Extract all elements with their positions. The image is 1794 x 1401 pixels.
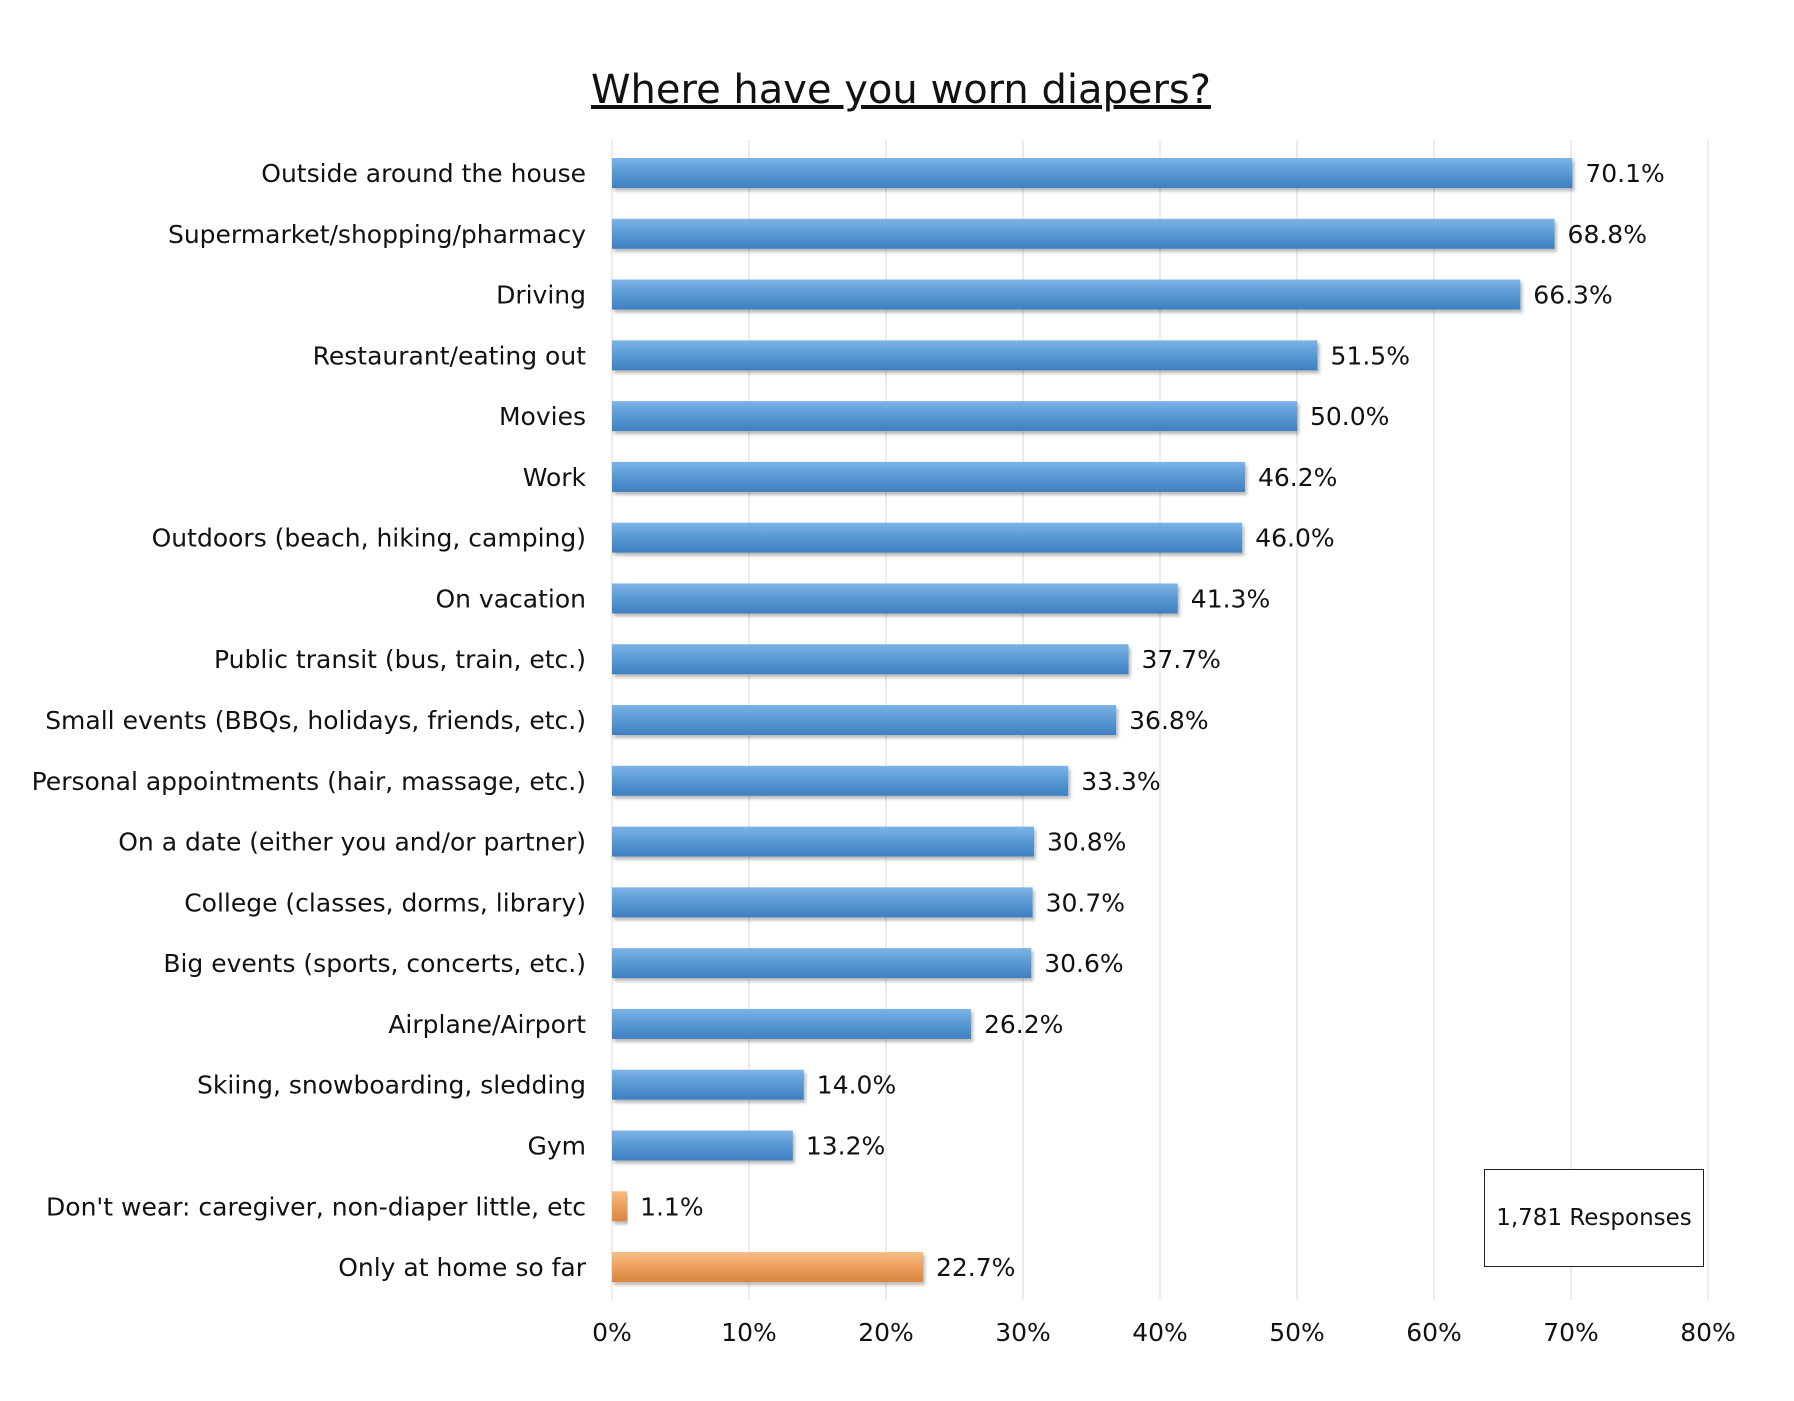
category-label: Movies	[499, 402, 586, 431]
value-label: 26.2%	[984, 1010, 1063, 1039]
x-tick-label: 10%	[721, 1318, 777, 1347]
bar	[612, 826, 1034, 857]
bar	[612, 1191, 628, 1222]
category-label: Airplane/Airport	[388, 1010, 586, 1039]
x-tick-label: 80%	[1680, 1318, 1736, 1347]
category-label: Work	[523, 463, 587, 492]
x-tick-label: 30%	[995, 1318, 1051, 1347]
value-label: 37.7%	[1141, 645, 1220, 674]
value-label: 14.0%	[817, 1071, 896, 1100]
bar	[612, 279, 1521, 310]
value-labels: 70.1% 68.8% 66.3% 51.5% 50.0% 46.2% 46.0% 41.3%…	[640, 159, 1665, 1282]
x-tick-label: 40%	[1132, 1318, 1188, 1347]
category-label: Don't wear: caregiver, non-diaper little…	[46, 1192, 586, 1221]
x-tick-label: 50%	[1269, 1318, 1325, 1347]
category-label: Supermarket/shopping/pharmacy	[168, 220, 586, 249]
bar	[612, 158, 1573, 188]
category-labels: Outside around the house Supermarket/shop…	[32, 159, 587, 1282]
bar	[612, 765, 1069, 796]
x-tick-label: 20%	[858, 1318, 914, 1347]
category-label: College (classes, dorms, library)	[184, 888, 586, 917]
bar	[612, 887, 1033, 918]
value-label: 66.3%	[1533, 281, 1612, 310]
x-tick-label: 0%	[592, 1318, 632, 1347]
category-label: Public transit (bus, train, etc.)	[214, 645, 586, 674]
value-label: 51.5%	[1331, 341, 1410, 370]
value-label: 13.2%	[806, 1131, 885, 1160]
category-label: On vacation	[435, 584, 586, 613]
category-label: Outside around the house	[261, 159, 586, 188]
x-tick-label: 60%	[1406, 1318, 1462, 1347]
category-label: Restaurant/eating out	[313, 341, 587, 370]
bar	[612, 644, 1129, 675]
bar	[612, 1008, 971, 1039]
value-label: 46.0%	[1255, 524, 1334, 553]
category-label: Gym	[527, 1131, 586, 1160]
category-label: Driving	[496, 281, 586, 310]
category-label: Outdoors (beach, hiking, camping)	[152, 524, 586, 553]
value-label: 22.7%	[936, 1253, 1015, 1282]
value-label: 50.0%	[1310, 402, 1389, 431]
value-label: 30.6%	[1044, 949, 1123, 978]
x-axis-ticks: 0% 10% 20% 30% 40% 50% 60% 70% 80%	[592, 1318, 1736, 1347]
value-label: 30.7%	[1046, 888, 1125, 917]
value-label: 70.1%	[1585, 159, 1664, 188]
category-label: On a date (either you and/or partner)	[118, 828, 586, 857]
bar	[612, 1130, 793, 1161]
responses-annotation: 1,781 Responses	[1484, 1169, 1704, 1267]
bar	[612, 1252, 923, 1283]
bars	[612, 158, 1573, 1283]
value-label: 1.1%	[640, 1192, 704, 1221]
bar	[612, 218, 1555, 249]
bar	[612, 461, 1245, 492]
bar	[612, 583, 1178, 614]
value-label: 36.8%	[1129, 706, 1208, 735]
category-label: Small events (BBQs, holidays, friends, e…	[45, 706, 586, 735]
bar	[612, 340, 1318, 371]
value-label: 46.2%	[1258, 463, 1337, 492]
category-label: Personal appointments (hair, massage, et…	[32, 767, 586, 796]
category-label: Skiing, snowboarding, sledding	[197, 1071, 586, 1100]
bar	[612, 522, 1243, 553]
value-label: 68.8%	[1568, 220, 1647, 249]
x-tick-label: 70%	[1543, 1318, 1599, 1347]
bar	[612, 948, 1032, 979]
bar	[612, 401, 1297, 432]
category-label: Only at home so far	[338, 1253, 586, 1282]
chart-title: Where have you worn diapers?	[591, 67, 1211, 113]
category-label: Big events (sports, concerts, etc.)	[163, 949, 586, 978]
value-label: 30.8%	[1047, 828, 1126, 857]
bar	[612, 1069, 804, 1100]
bar	[612, 705, 1117, 736]
value-label: 33.3%	[1081, 767, 1160, 796]
value-label: 41.3%	[1191, 584, 1270, 613]
